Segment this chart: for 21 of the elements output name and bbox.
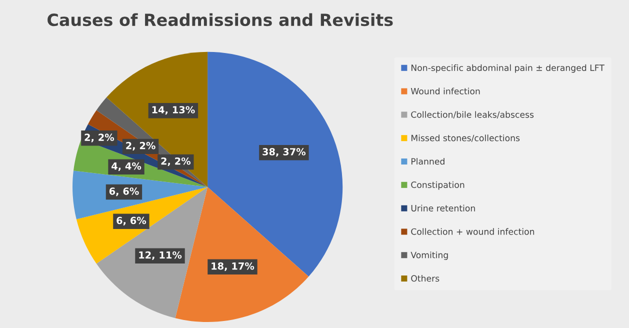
legend-label: Others [411, 274, 440, 282]
legend-label: Vomiting [410, 252, 448, 260]
legend-label: Planned [411, 158, 444, 165]
data-label: 12, 11% [139, 251, 182, 260]
data-label: 14, 13% [152, 106, 195, 115]
data-label: 2, 2% [84, 134, 114, 142]
data-label: 38, 37% [262, 148, 306, 157]
data-label: 4, 4% [112, 162, 142, 171]
legend-label: Urine retention [411, 204, 475, 212]
data-label: 6, 6% [116, 216, 146, 226]
legend-label: Wound infection [410, 88, 480, 94]
legend-label: Non-specific abdominal pain ± deranged LFT [411, 64, 604, 73]
legend-label: Collection/bile leaks/abscess [411, 111, 534, 119]
legend-label: Missed stones/collections [411, 134, 520, 142]
data-label: 2, 2% [126, 142, 156, 150]
legend-label: Constipation [411, 181, 464, 190]
data-label: 6, 6% [109, 187, 139, 196]
data-label: 2, 2% [161, 157, 191, 166]
legend-label: Collection + wound infection [411, 228, 534, 235]
chart-title: Causes of Readmissions and Revisits [48, 13, 393, 26]
data-label: 18, 17% [212, 262, 254, 271]
